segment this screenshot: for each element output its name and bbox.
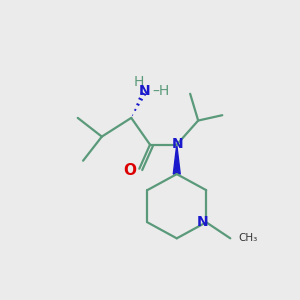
- Text: N: N: [172, 137, 183, 151]
- Text: N: N: [139, 84, 151, 98]
- Text: O: O: [123, 163, 136, 178]
- Text: H: H: [134, 75, 144, 89]
- Text: CH₃: CH₃: [238, 233, 258, 243]
- Text: N: N: [196, 215, 208, 229]
- Polygon shape: [173, 145, 180, 174]
- Text: –H: –H: [152, 84, 169, 98]
